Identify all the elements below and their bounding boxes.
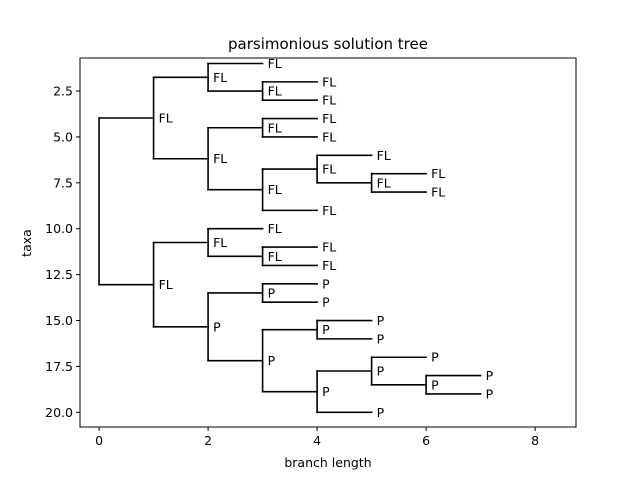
internal-node-label: FL <box>268 249 282 264</box>
x-tick-label: 0 <box>95 433 103 448</box>
internal-node-label: P <box>268 285 276 300</box>
internal-node-label: FL <box>213 235 227 250</box>
internal-node-label: FL <box>268 182 282 197</box>
leaf-label: FL <box>431 166 445 181</box>
internal-node-label: P <box>377 364 385 379</box>
x-tick-label: 6 <box>422 433 430 448</box>
leaf-label: P <box>377 331 385 346</box>
leaf-label: FL <box>322 74 336 89</box>
y-tick-label: 17.5 <box>45 359 73 374</box>
leaf-label: P <box>322 295 330 310</box>
y-tick-label: 20.0 <box>45 405 73 420</box>
x-axis-ticks: 0 2 4 6 8 <box>95 427 539 448</box>
tree-branches <box>98 62 482 414</box>
x-axis-label: branch length <box>284 455 371 470</box>
internal-node-label: FL <box>159 111 173 126</box>
internal-node-label: FL <box>268 120 282 135</box>
leaf-label: FL <box>322 258 336 273</box>
internal-node-label: P <box>431 377 439 392</box>
internal-node-label: FL <box>213 70 227 85</box>
y-tick-label: 7.5 <box>53 175 73 190</box>
internal-node-label: P <box>322 384 330 399</box>
leaf-label: FL <box>322 111 336 126</box>
leaf-label: FL <box>322 240 336 255</box>
internal-node-label: FL <box>213 151 227 166</box>
internal-node-label: FL <box>322 162 336 177</box>
tree-node-labels: FL FL FL FL FL FL FL FL FL FL FL FL FL FL FL FL FL FL FL FL… <box>159 56 494 420</box>
leaf-label: FL <box>322 203 336 218</box>
leaf-label: P <box>377 313 385 328</box>
x-tick-label: 4 <box>313 433 321 448</box>
leaf-label: FL <box>322 129 336 144</box>
x-tick-label: 2 <box>204 433 212 448</box>
internal-node-label: P <box>268 353 276 368</box>
leaf-label: FL <box>322 93 336 108</box>
y-axis-label: taxa <box>19 229 34 257</box>
y-tick-label: 15.0 <box>45 313 73 328</box>
leaf-label: P <box>486 386 494 401</box>
y-tick-label: 10.0 <box>45 221 73 236</box>
internal-node-label: P <box>213 319 221 334</box>
internal-node-label: P <box>322 322 330 337</box>
y-tick-label: 12.5 <box>45 267 73 282</box>
leaf-label: P <box>377 405 385 420</box>
chart-title: parsimonious solution tree <box>228 35 428 53</box>
y-tick-label: 2.5 <box>53 84 73 99</box>
leaf-label: FL <box>431 185 445 200</box>
leaf-label: FL <box>268 221 282 236</box>
internal-node-label: FL <box>159 277 173 292</box>
x-tick-label: 8 <box>531 433 539 448</box>
internal-node-label: FL <box>268 84 282 99</box>
leaf-label: P <box>431 350 439 365</box>
plot-frame <box>79 57 577 428</box>
leaf-label: FL <box>268 56 282 71</box>
internal-node-label: FL <box>377 175 391 190</box>
leaf-label: FL <box>377 148 391 163</box>
y-axis-ticks: 2.5 5.0 7.5 10.0 12.5 15.0 17.5 20.0 <box>45 84 80 420</box>
leaf-label: P <box>486 368 494 383</box>
leaf-label: P <box>322 276 330 291</box>
y-tick-label: 5.0 <box>53 129 73 144</box>
